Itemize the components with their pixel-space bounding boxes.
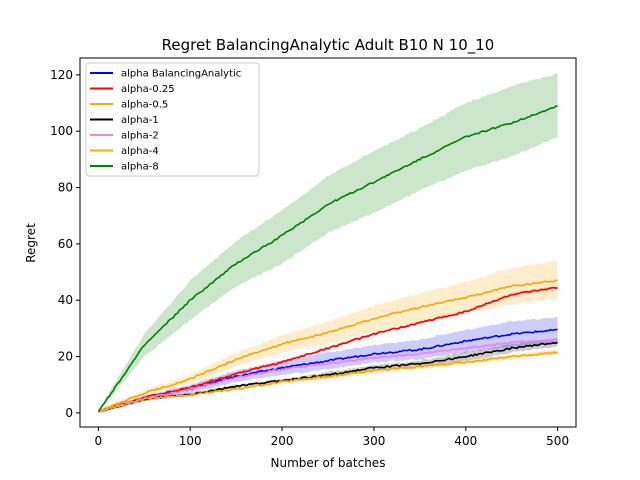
legend-label: alpha-2 xyxy=(121,131,159,142)
legend-label: alpha-4 xyxy=(121,146,159,157)
y-tick-label: 20 xyxy=(58,350,73,364)
legend-box xyxy=(85,62,260,177)
x-tick-label: 300 xyxy=(362,434,385,448)
band-alpha-0-5 xyxy=(98,260,558,413)
line-alpha-2 xyxy=(98,338,558,413)
legend-label: alpha-0.5 xyxy=(121,100,168,111)
legend-label: alpha-1 xyxy=(121,115,159,126)
x-axis-ticks: 0 100 200 300 400 500 xyxy=(95,427,569,448)
x-tick-label: 0 xyxy=(95,434,103,448)
x-axis-label: Number of batches xyxy=(271,456,386,470)
band-alpha-balancinganalytic xyxy=(98,316,558,413)
x-tick-label: 400 xyxy=(454,434,477,448)
chart-title: Regret BalancingAnalytic Adult B10 N 10_… xyxy=(162,36,495,55)
y-tick-label: 120 xyxy=(50,68,73,82)
y-axis-ticks: 0 20 40 60 80 100 120 xyxy=(50,68,80,420)
y-tick-label: 0 xyxy=(65,406,73,420)
y-tick-label: 100 xyxy=(50,124,73,138)
x-tick-label: 100 xyxy=(179,434,202,448)
line-alpha-4 xyxy=(98,351,558,413)
y-tick-label: 80 xyxy=(58,181,73,195)
line-alpha-8 xyxy=(97,105,558,412)
plot-frame xyxy=(79,57,577,428)
y-tick-label: 40 xyxy=(58,293,73,307)
x-tick-label: 200 xyxy=(271,434,294,448)
legend-label: alpha-0.25 xyxy=(121,84,175,95)
legend: alpha BalancingAnalytic alpha-0.25 alpha-0… xyxy=(85,62,260,177)
y-tick-label: 60 xyxy=(58,237,73,251)
band-alpha-8 xyxy=(98,73,558,413)
series-lines xyxy=(97,105,558,413)
x-tick-label: 500 xyxy=(546,434,569,448)
y-axis-label: Regret xyxy=(24,223,38,263)
line-alpha-0-5 xyxy=(98,279,558,413)
line-alpha-0-25 xyxy=(98,286,558,413)
legend-label: alpha-8 xyxy=(121,162,159,173)
legend-label: alpha BalancingAnalytic xyxy=(121,69,241,80)
